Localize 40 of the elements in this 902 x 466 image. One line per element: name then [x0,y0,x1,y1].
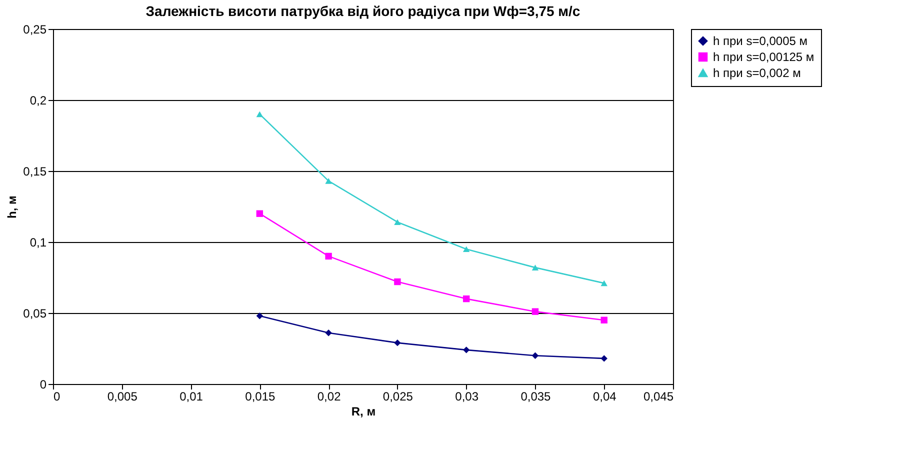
point [325,178,332,184]
x-tick-label: 0,045 [643,390,674,404]
y-tick-label: 0,1 [30,236,47,250]
point [325,252,332,260]
point [532,264,539,270]
point [532,352,539,359]
point [256,210,264,217]
point [462,346,470,354]
point [394,339,401,346]
y-tick-label: 0,05 [23,306,47,320]
point [532,308,539,315]
point [256,312,264,320]
point [600,316,608,324]
x-tick-label: 0,01 [180,390,204,404]
legend-label: h при s=0,0005 м [713,34,808,48]
point [462,246,470,252]
point [394,278,401,286]
x-tick-label: 0,04 [592,390,617,404]
x-tick-label: 0,005 [107,390,138,404]
x-tick-label: 0,03 [455,390,479,404]
y-tick-label: 0,2 [30,94,47,108]
x-tick-label: 0 [54,390,60,404]
y-tick-label: 0,25 [23,22,47,36]
point [325,330,332,336]
x-tick-label: 0,015 [245,390,276,404]
point [600,355,608,362]
legend-label: h при s=0,00125 м [713,50,814,64]
x-axis-title: R, м [351,404,376,418]
legend-label: h при s=0,002 м [713,66,801,80]
point [600,280,608,286]
chart-title: Залежність висоти патрубка від його радіуса при Wф=3,75 м/с [146,3,580,19]
y-tick-label: 0,15 [23,164,47,178]
y-tick-label: 0 [40,378,47,392]
x-tick-label: 0,035 [520,390,552,404]
point [394,219,401,226]
x-tick-label: 0,02 [317,390,342,404]
x-tick-label: 0,025 [382,390,414,404]
point [256,111,264,118]
point [462,295,470,302]
y-axis-title: h, м [5,195,20,218]
